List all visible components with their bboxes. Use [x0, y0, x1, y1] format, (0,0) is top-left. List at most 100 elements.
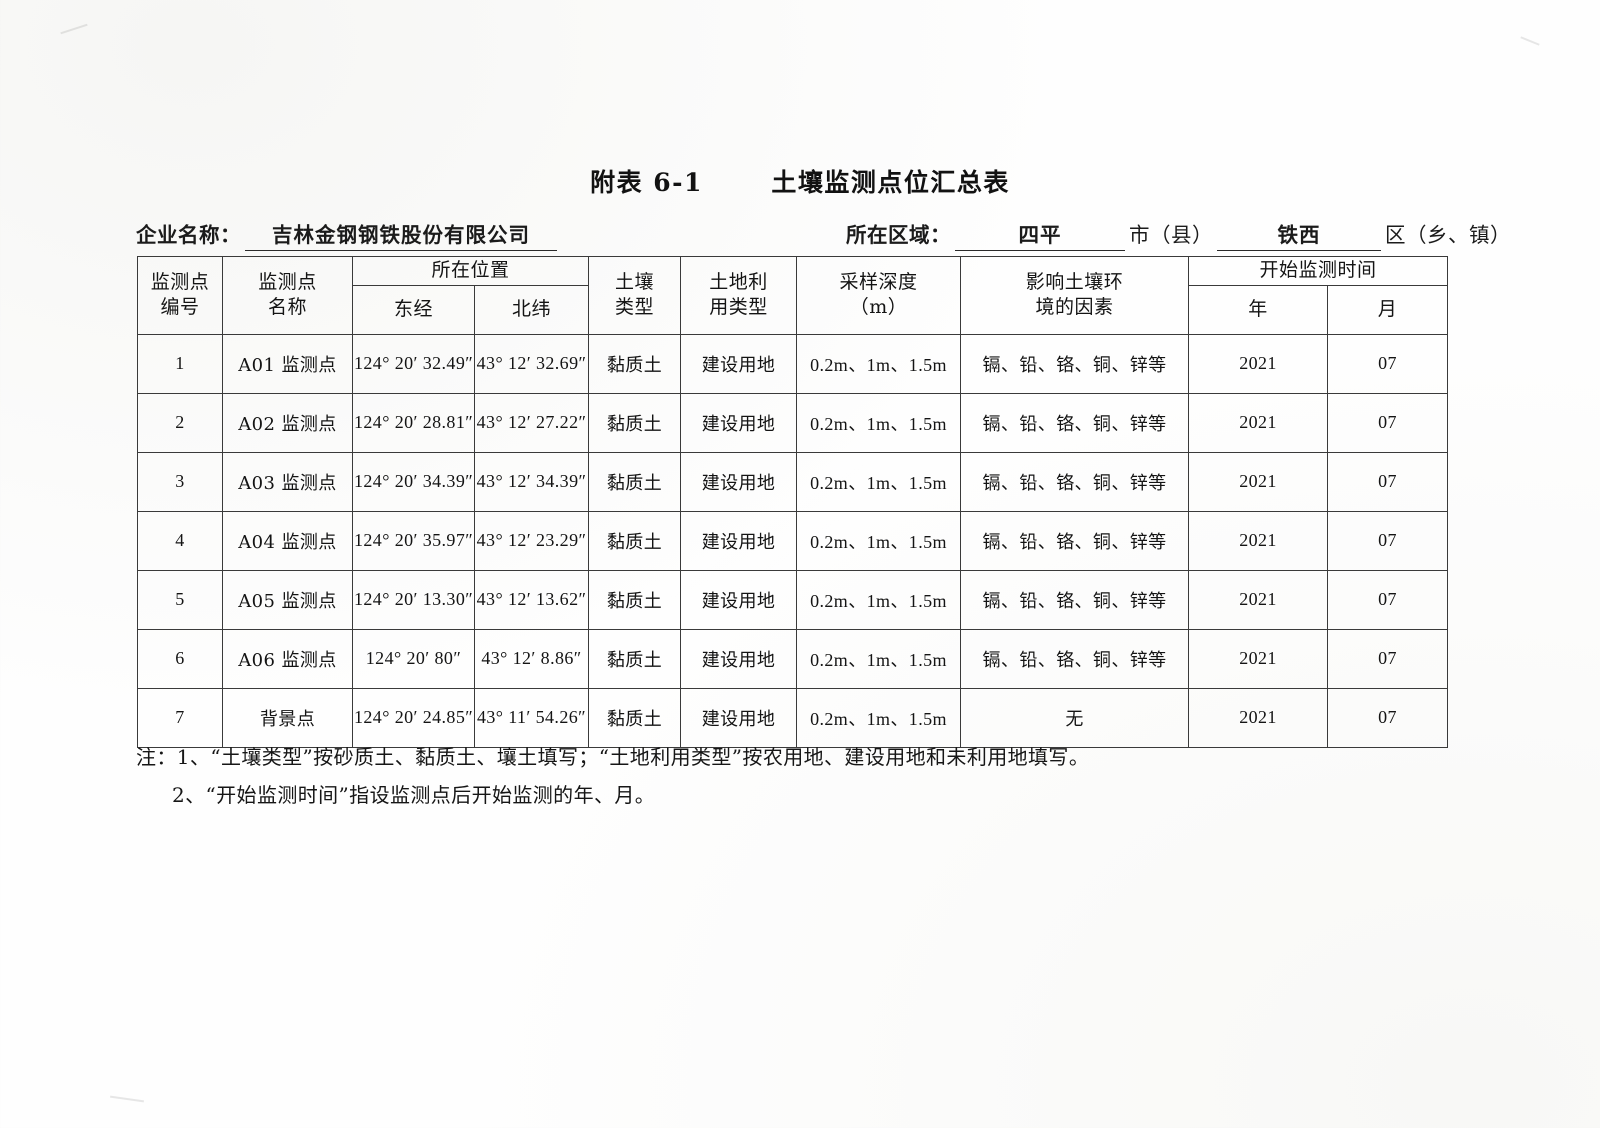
header-sampling-depth: 采样深度 （m） — [796, 256, 962, 335]
cell-land-use: 建设用地 — [680, 392, 798, 453]
scan-edge-mark-top-right — [1520, 36, 1540, 46]
header-start-time-group: 开始监测时间 — [1188, 256, 1449, 286]
cell-longitude: 124° 20′ 34.39″ — [352, 451, 475, 512]
cell-point-id: 5 — [137, 569, 223, 630]
table-row: 3 A03 监测点 124° 20′ 34.39″ 43° 12′ 34.39″… — [137, 451, 1449, 512]
header-latitude: 北纬 — [473, 284, 590, 335]
cell-influencing-factors: 镉、铅、铬、铜、锌等 — [960, 510, 1190, 571]
header-point-name-line1: 监测点 — [258, 270, 317, 293]
cell-month: 07 — [1327, 392, 1449, 453]
company-value: 吉林金钢钢铁股份有限公司 — [245, 218, 557, 251]
cell-influencing-factors: 镉、铅、铬、铜、锌等 — [960, 333, 1190, 394]
cell-land-use: 建设用地 — [680, 569, 798, 630]
cell-latitude: 43° 12′ 13.62″ — [473, 569, 590, 630]
company-field: 企业名称： 吉林金钢钢铁股份有限公司 — [136, 218, 561, 251]
cell-land-use: 建设用地 — [680, 451, 798, 512]
cell-point-id: 6 — [137, 628, 223, 689]
cell-point-id: 2 — [137, 392, 223, 453]
cell-influencing-factors: 镉、铅、铬、铜、锌等 — [960, 628, 1190, 689]
cell-point-name: A06 监测点 — [222, 628, 353, 689]
header-soil-type-line2: 类型 — [615, 296, 655, 319]
region-district-value: 铁西 — [1217, 218, 1381, 251]
cell-longitude: 124° 20′ 80″ — [352, 628, 475, 689]
header-influencing-factors: 影响土壤环 境的因素 — [960, 256, 1190, 335]
cell-land-use: 建设用地 — [680, 333, 798, 394]
company-label: 企业名称： — [136, 223, 241, 247]
region-field: 所在区域： 四平 市（县） 铁西 区（乡、镇） — [846, 218, 1511, 251]
cell-latitude: 43° 11′ 54.26″ — [473, 687, 590, 748]
cell-longitude: 124° 20′ 13.30″ — [352, 569, 475, 630]
cell-longitude: 124° 20′ 35.97″ — [352, 510, 475, 571]
cell-latitude: 43° 12′ 27.22″ — [473, 392, 590, 453]
note-item-2: 2、“开始监测时间”指设监测点后开始监测的年、月。 — [172, 783, 656, 807]
page-title: 附表 6-1 土壤监测点位汇总表 — [0, 163, 1600, 199]
cell-year: 2021 — [1188, 687, 1329, 748]
cell-soil-type: 黏质土 — [588, 451, 682, 512]
header-factors-line1: 影响土壤环 — [1025, 270, 1124, 293]
cell-influencing-factors: 镉、铅、铬、铜、锌等 — [960, 392, 1190, 453]
cell-month: 07 — [1327, 510, 1449, 571]
cell-point-name: 背景点 — [222, 687, 353, 748]
table-row: 2 A02 监测点 124° 20′ 28.81″ 43° 12′ 27.22″… — [137, 392, 1449, 453]
header-location-group: 所在位置 — [351, 256, 590, 286]
cell-land-use: 建设用地 — [680, 510, 798, 571]
table-header-row-1: 监测点 编号 监测点 名称 所在位置 土壤 类型 土地利 用类型 采样深度 — [137, 256, 1449, 335]
cell-point-name: A03 监测点 — [222, 451, 353, 512]
cell-sampling-depth: 0.2m、1m、1.5m — [796, 687, 962, 748]
header-point-name-line2: 名称 — [267, 296, 307, 319]
cell-year: 2021 — [1188, 510, 1329, 571]
cell-soil-type: 黏质土 — [588, 569, 682, 630]
header-land-use: 土地利 用类型 — [680, 256, 798, 335]
cell-point-id: 1 — [137, 333, 223, 394]
cell-year: 2021 — [1188, 628, 1329, 689]
table-row: 5 A05 监测点 124° 20′ 13.30″ 43° 12′ 13.62″… — [137, 569, 1449, 630]
cell-soil-type: 黏质土 — [588, 392, 682, 453]
cell-point-id: 3 — [137, 451, 223, 512]
cell-month: 07 — [1327, 687, 1449, 748]
region-district-suffix: 区（乡、镇） — [1385, 223, 1511, 247]
table-row: 1 A01 监测点 124° 20′ 32.49″ 43° 12′ 32.69″… — [137, 333, 1449, 394]
cell-land-use: 建设用地 — [680, 687, 798, 748]
cell-point-name: A02 监测点 — [222, 392, 353, 453]
header-sampling-depth-line2: （m） — [849, 296, 908, 319]
table-row: 4 A04 监测点 124° 20′ 35.97″ 43° 12′ 23.29″… — [137, 510, 1449, 571]
header-point-id: 监测点 编号 — [137, 256, 223, 335]
header-soil-type-line1: 土壤 — [615, 270, 655, 293]
cell-soil-type: 黏质土 — [588, 333, 682, 394]
region-city-suffix: 市（县） — [1129, 223, 1213, 247]
cell-influencing-factors: 镉、铅、铬、铜、锌等 — [960, 569, 1190, 630]
header-land-use-line1: 土地利 — [709, 270, 768, 293]
cell-latitude: 43° 12′ 32.69″ — [473, 333, 590, 394]
cell-year: 2021 — [1188, 333, 1329, 394]
title-main: 土壤监测点位汇总表 — [771, 168, 1010, 197]
cell-latitude: 43° 12′ 23.29″ — [473, 510, 590, 571]
cell-year: 2021 — [1188, 451, 1329, 512]
cell-soil-type: 黏质土 — [588, 687, 682, 748]
header-month: 月 — [1327, 284, 1449, 335]
table-row: 6 A06 监测点 124° 20′ 80″ 43° 12′ 8.86″ 黏质土… — [137, 628, 1449, 689]
cell-sampling-depth: 0.2m、1m、1.5m — [796, 451, 962, 512]
note-item-1: 注：1、“土壤类型”按砂质土、黏质土、壤土填写；“土地利用类型”按农用地、建设用… — [136, 745, 1090, 769]
region-label: 所在区域： — [846, 223, 951, 247]
scan-edge-mark-top-left — [60, 23, 88, 35]
cell-soil-type: 黏质土 — [588, 628, 682, 689]
region-city-value: 四平 — [955, 218, 1125, 251]
cell-month: 07 — [1327, 333, 1449, 394]
cell-point-id: 7 — [137, 687, 223, 748]
header-soil-type: 土壤 类型 — [588, 256, 682, 335]
cell-sampling-depth: 0.2m、1m、1.5m — [796, 392, 962, 453]
cell-point-name: A05 监测点 — [222, 569, 353, 630]
document-meta: 企业名称： 吉林金钢钢铁股份有限公司 所在区域： 四平 市（县） 铁西 区（乡、… — [136, 218, 1511, 252]
cell-sampling-depth: 0.2m、1m、1.5m — [796, 510, 962, 571]
cell-year: 2021 — [1188, 392, 1329, 453]
header-point-id-line1: 监测点 — [150, 270, 210, 293]
cell-point-name: A04 监测点 — [222, 510, 353, 571]
title-prefix: 附表 6-1 — [590, 168, 703, 197]
header-year: 年 — [1188, 284, 1329, 335]
header-point-name: 监测点 名称 — [222, 256, 353, 335]
table-header-row-2: 东经 北纬 年 月 — [138, 284, 1449, 335]
cell-influencing-factors: 镉、铅、铬、铜、锌等 — [960, 451, 1190, 512]
table-notes: 注：1、“土壤类型”按砂质土、黏质土、壤土填写；“土地利用类型”按农用地、建设用… — [136, 738, 1436, 814]
cell-land-use: 建设用地 — [680, 628, 798, 689]
